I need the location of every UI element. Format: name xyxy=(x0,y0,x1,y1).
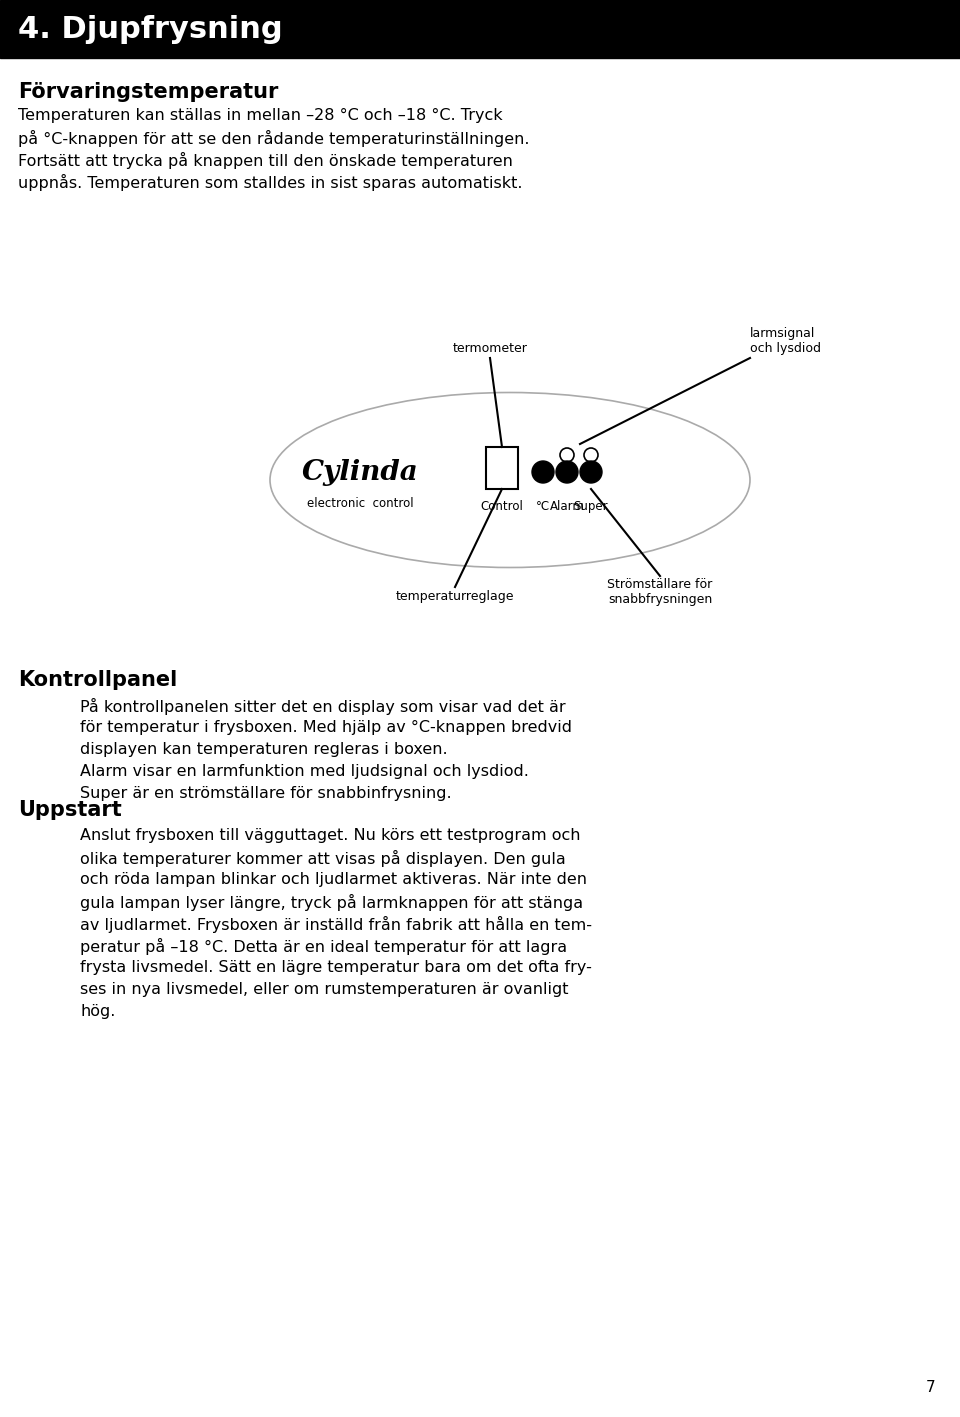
Text: Super: Super xyxy=(574,500,609,513)
Text: olika temperaturer kommer att visas på displayen. Den gula: olika temperaturer kommer att visas på d… xyxy=(80,850,565,867)
Text: Uppstart: Uppstart xyxy=(18,801,122,820)
Text: peratur på –18 °C. Detta är en ideal temperatur för att lagra: peratur på –18 °C. Detta är en ideal tem… xyxy=(80,938,567,955)
Text: 4. Djupfrysning: 4. Djupfrysning xyxy=(18,14,282,44)
Bar xyxy=(0,0,960,58)
Text: Cylinda: Cylinda xyxy=(301,459,419,486)
Circle shape xyxy=(556,461,578,483)
Circle shape xyxy=(580,461,602,483)
Text: °C: °C xyxy=(536,500,550,513)
Text: Anslut frysboxen till vägguttaget. Nu körs ett testprogram och: Anslut frysboxen till vägguttaget. Nu kö… xyxy=(80,828,581,843)
Text: Alarm visar en larmfunktion med ljudsignal och lysdiod.: Alarm visar en larmfunktion med ljudsign… xyxy=(80,764,529,779)
Text: 7: 7 xyxy=(925,1380,935,1394)
Text: electronic  control: electronic control xyxy=(306,497,414,510)
Text: ses in nya livsmedel, eller om rumstemperaturen är ovanligt: ses in nya livsmedel, eller om rumstempe… xyxy=(80,982,568,998)
Text: på °C-knappen för att se den rådande temperaturinställningen.: på °C-knappen för att se den rådande tem… xyxy=(18,130,530,147)
Text: och röda lampan blinkar och ljudlarmet aktiveras. När inte den: och röda lampan blinkar och ljudlarmet a… xyxy=(80,871,587,887)
Text: Strömställare för
snabbfrysningen: Strömställare för snabbfrysningen xyxy=(608,578,712,606)
Text: Control: Control xyxy=(481,500,523,513)
Text: gula lampan lyser längre, tryck på larmknappen för att stänga: gula lampan lyser längre, tryck på larmk… xyxy=(80,894,583,911)
Text: hög.: hög. xyxy=(80,1005,115,1019)
Text: termometer: termometer xyxy=(452,341,527,356)
Text: displayen kan temperaturen regleras i boxen.: displayen kan temperaturen regleras i bo… xyxy=(80,743,447,757)
Text: frysta livsmedel. Sätt en lägre temperatur bara om det ofta fry-: frysta livsmedel. Sätt en lägre temperat… xyxy=(80,959,592,975)
Text: På kontrollpanelen sitter det en display som visar vad det är: På kontrollpanelen sitter det en display… xyxy=(80,699,565,716)
Text: Förvaringstemperatur: Förvaringstemperatur xyxy=(18,82,278,102)
Text: Super är en strömställare för snabbinfrysning.: Super är en strömställare för snabbinfry… xyxy=(80,786,451,801)
Text: uppnås. Temperaturen som stalldes in sist sparas automatiskt.: uppnås. Temperaturen som stalldes in sis… xyxy=(18,174,522,191)
Text: temperaturreglage: temperaturreglage xyxy=(396,589,515,604)
Text: larmsignal
och lysdiod: larmsignal och lysdiod xyxy=(750,327,821,356)
Text: av ljudlarmet. Frysboxen är inställd från fabrik att hålla en tem-: av ljudlarmet. Frysboxen är inställd frå… xyxy=(80,915,592,932)
Text: för temperatur i frysboxen. Med hjälp av °C-knappen bredvid: för temperatur i frysboxen. Med hjälp av… xyxy=(80,720,572,735)
Text: Temperaturen kan ställas in mellan –28 °C och –18 °C. Tryck: Temperaturen kan ställas in mellan –28 °… xyxy=(18,108,503,123)
Bar xyxy=(486,446,518,489)
Text: Fortsätt att trycka på knappen till den önskade temperaturen: Fortsätt att trycka på knappen till den … xyxy=(18,152,513,169)
Circle shape xyxy=(532,461,554,483)
Text: Alarm: Alarm xyxy=(549,500,585,513)
Text: Kontrollpanel: Kontrollpanel xyxy=(18,670,178,690)
